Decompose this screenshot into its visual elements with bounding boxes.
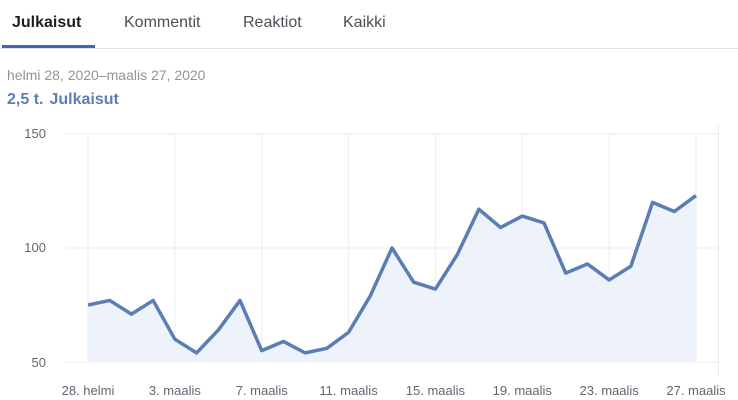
x-tick-label: 3. maalis (148, 383, 201, 398)
x-tick-label: 19. maalis (492, 383, 552, 398)
chart-right-border (718, 125, 719, 375)
x-tick-label: 28. helmi (61, 383, 115, 398)
date-range: helmi 28, 2020–maalis 27, 2020 (7, 67, 206, 83)
summary-value: 2,5 t. (7, 91, 44, 108)
x-tick-label: 15. maalis (405, 383, 466, 398)
x-tick-label: 11. maalis (319, 383, 378, 398)
y-tick-100: 100 (24, 240, 46, 255)
tab-kommentit[interactable]: Kommentit (124, 14, 201, 31)
summary-total: 2,5 t. Julkaisut (7, 91, 125, 109)
x-tick-label: 7. maalis (235, 383, 288, 398)
tab-bar: Julkaisut Kommentit Reaktiot Kaikki (0, 0, 738, 49)
chart-area-fill (88, 195, 696, 362)
y-tick-50: 50 (31, 355, 46, 370)
active-tab-indicator (2, 45, 95, 48)
summary-label: Julkaisut (49, 91, 119, 108)
y-tick-150: 150 (24, 126, 46, 141)
tab-kaikki[interactable]: Kaikki (343, 14, 386, 31)
chart-series-line (87, 194, 698, 355)
x-tick-label: 27. maalis (666, 383, 726, 398)
x-tick-label: 23. maalis (579, 383, 639, 398)
tab-reaktiot[interactable]: Reaktiot (243, 14, 302, 31)
tab-julkaisut[interactable]: Julkaisut (12, 14, 82, 31)
